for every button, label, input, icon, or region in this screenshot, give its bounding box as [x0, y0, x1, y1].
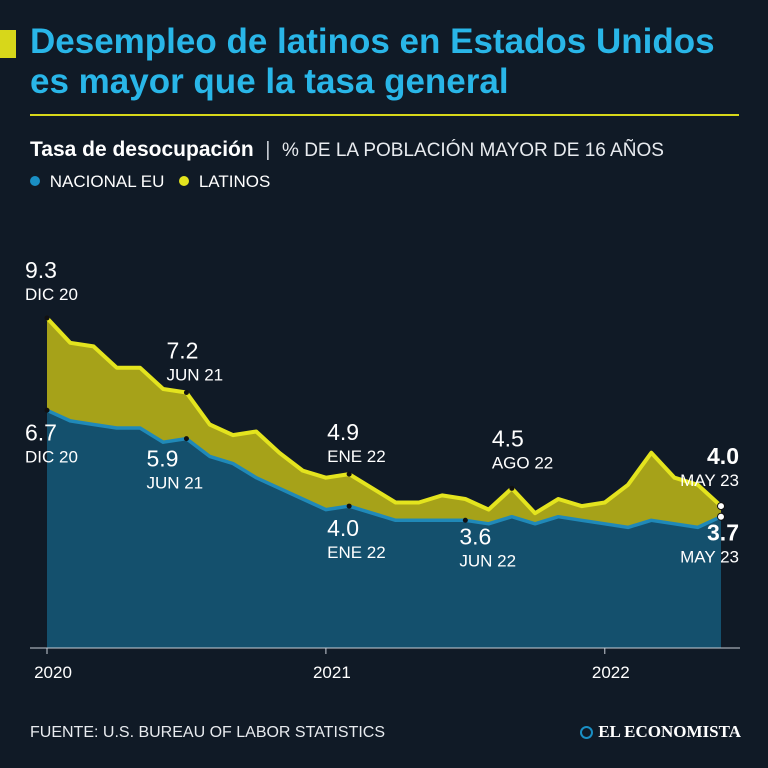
- legend-dot-nacional: [30, 176, 40, 186]
- annotation-value-8: 3.6: [459, 523, 491, 549]
- annotation-marker-9: [717, 512, 725, 521]
- chart-legend: NACIONAL EU LATINOS: [30, 172, 280, 192]
- x-tick-label-2021: 2021: [313, 663, 351, 682]
- annotation-value-9: 3.7: [707, 520, 739, 546]
- annotation-value-4: 4.0: [707, 443, 739, 469]
- annotation-value-1: 7.2: [166, 338, 198, 364]
- annotation-value-3: 4.5: [492, 425, 524, 451]
- annotation-date-4: MAY 23: [680, 471, 739, 490]
- annotation-value-5: 6.7: [25, 419, 57, 445]
- source-note: FUENTE: U.S. BUREAU OF LABOR STATISTICS: [30, 724, 386, 741]
- annotation-date-1: JUN 21: [166, 366, 223, 385]
- metric-label: Tasa de desocupación: [30, 138, 254, 161]
- x-tick-label-2020: 2020: [34, 663, 72, 682]
- title-accent-bar: [0, 30, 16, 58]
- annotation-date-6: JUN 21: [146, 474, 203, 493]
- annotation-value-7: 4.0: [327, 515, 359, 541]
- title-divider: [30, 114, 739, 116]
- legend-dot-latinos: [179, 176, 190, 186]
- legend-item-latinos: LATINOS: [179, 172, 270, 192]
- brand-name: EL ECONOMISTA: [598, 722, 741, 741]
- annotation-date-0: DIC 20: [25, 285, 78, 304]
- annotation-date-7: ENE 22: [327, 543, 386, 562]
- unit-label: % DE LA POBLACIÓN MAYOR DE 16 AÑOS: [282, 140, 664, 161]
- brand-icon: [580, 726, 594, 739]
- annotation-marker-6: [183, 436, 189, 442]
- annotation-marker-4: [717, 502, 725, 511]
- annotation-date-8: JUN 22: [459, 551, 516, 570]
- legend-label-latinos: LATINOS: [198, 172, 271, 191]
- annotation-marker-3: [509, 485, 515, 491]
- annotation-marker-1: [183, 390, 189, 396]
- page-title: Desempleo de latinos en Estados Unidos e…: [30, 22, 715, 101]
- nacional-area: [47, 410, 721, 648]
- annotation-value-2: 4.9: [327, 419, 359, 445]
- annotation-date-5: DIC 20: [25, 447, 78, 466]
- legend-label-nacional: NACIONAL EU: [49, 172, 165, 191]
- annotation-marker-0: [44, 315, 50, 321]
- latinos-line: [45, 316, 723, 516]
- annotation-value-0: 9.3: [25, 257, 57, 283]
- annotation-marker-5: [44, 407, 50, 413]
- annotation-value-6: 5.9: [146, 446, 178, 472]
- annotation-marker-2: [346, 471, 352, 477]
- brand-logo: EL ECONOMISTA: [580, 722, 741, 742]
- chart-subtitle: Tasa de desocupación | % DE LA POBLACIÓN…: [30, 138, 664, 162]
- subtitle-separator: |: [265, 139, 271, 161]
- annotation-marker-8: [462, 517, 468, 523]
- annotation-date-3: AGO 22: [492, 453, 553, 472]
- annotation-date-9: MAY 23: [680, 548, 739, 567]
- annotation-date-2: ENE 22: [327, 447, 386, 466]
- annotation-marker-7: [346, 503, 352, 509]
- legend-item-nacional: NACIONAL EU: [30, 172, 164, 192]
- nacional-line: [46, 408, 722, 530]
- x-tick-label-2022: 2022: [592, 663, 630, 682]
